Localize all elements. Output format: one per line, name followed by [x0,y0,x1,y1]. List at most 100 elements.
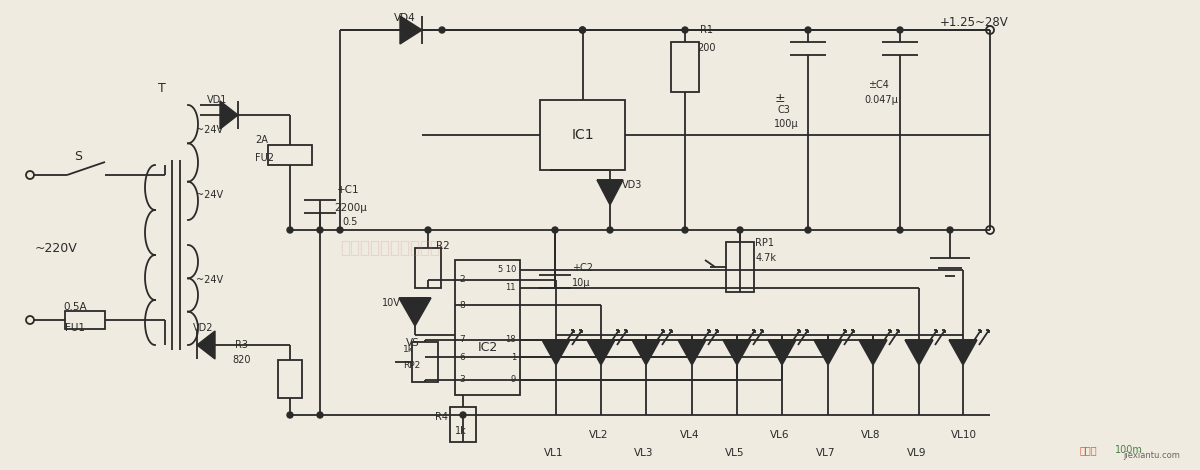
Polygon shape [197,331,215,359]
Text: VL7: VL7 [816,448,835,458]
Polygon shape [542,340,570,365]
Bar [455,260,520,395]
Text: VL6: VL6 [770,430,790,440]
Circle shape [737,227,743,233]
Text: ~24V: ~24V [196,190,223,200]
Polygon shape [220,101,238,129]
Bar [412,342,438,382]
Circle shape [805,227,811,233]
Text: 2: 2 [458,275,464,284]
Text: 2A: 2A [256,135,268,145]
Text: 0.5: 0.5 [342,217,358,227]
Circle shape [682,27,688,33]
Circle shape [947,227,953,233]
Text: jiexiantu.com: jiexiantu.com [1123,451,1180,460]
Text: +C1: +C1 [337,185,360,195]
Text: VD1: VD1 [208,95,227,105]
Polygon shape [598,180,623,205]
Text: R2: R2 [436,241,450,251]
Text: FU1: FU1 [65,323,85,333]
Polygon shape [949,340,977,365]
Text: IC2: IC2 [478,341,498,354]
Text: 3: 3 [458,376,464,384]
Text: 10μ: 10μ [572,278,590,288]
Text: 5 10: 5 10 [498,266,516,274]
Circle shape [552,227,558,233]
Text: VL9: VL9 [907,448,926,458]
Text: ~220V: ~220V [35,242,78,254]
Circle shape [439,27,445,33]
Text: 18: 18 [505,336,516,345]
Polygon shape [400,16,422,44]
Text: ~24V: ~24V [196,275,223,285]
Polygon shape [678,340,706,365]
Text: 2200μ: 2200μ [334,203,367,213]
Circle shape [337,227,343,233]
Text: VL2: VL2 [589,430,608,440]
Circle shape [317,412,323,418]
Text: FU2: FU2 [256,153,274,163]
Polygon shape [768,340,796,365]
Text: 200: 200 [697,43,715,53]
Polygon shape [905,340,934,365]
Circle shape [460,412,466,418]
Circle shape [898,27,904,33]
Text: 820: 820 [232,355,251,365]
Bar [415,248,442,288]
Polygon shape [587,340,616,365]
Bar [671,42,698,92]
Text: T: T [158,81,166,94]
Text: VS: VS [406,338,420,348]
Text: IC1: IC1 [571,128,594,142]
Polygon shape [722,340,751,365]
Bar [268,145,312,165]
Text: ±: ± [775,92,786,104]
Text: VL5: VL5 [725,448,744,458]
Text: 1k: 1k [403,345,414,354]
Text: 1k: 1k [455,426,467,436]
Text: +C2: +C2 [572,263,593,273]
Text: 0.5A: 0.5A [64,302,86,312]
Text: VL3: VL3 [634,448,654,458]
Text: S: S [74,149,82,163]
Text: R4: R4 [436,412,448,422]
Circle shape [425,227,431,233]
Bar [726,242,754,292]
Text: VD3: VD3 [622,180,642,190]
Circle shape [682,227,688,233]
Text: VL8: VL8 [862,430,881,440]
Text: ±C4: ±C4 [868,80,889,90]
Bar [65,311,106,329]
Circle shape [580,27,586,33]
Text: VD2: VD2 [193,323,214,333]
Text: RP1: RP1 [755,238,774,248]
Polygon shape [814,340,842,365]
Text: +1.25~28V: +1.25~28V [940,16,1009,29]
Text: 1: 1 [511,352,516,361]
Text: 杭州出睿科技有限公司: 杭州出睿科技有限公司 [340,239,440,257]
Text: 11: 11 [505,283,516,292]
Text: 6: 6 [458,352,464,361]
Text: ~24V: ~24V [196,125,223,135]
Text: VL10: VL10 [952,430,977,440]
Circle shape [607,227,613,233]
Bar [450,407,476,442]
Text: 100m: 100m [1115,445,1142,455]
Text: VL4: VL4 [680,430,700,440]
Text: 9: 9 [511,376,516,384]
Text: 10V: 10V [382,298,401,308]
Circle shape [898,227,904,233]
Circle shape [287,412,293,418]
Polygon shape [859,340,887,365]
Text: RP2: RP2 [403,360,420,369]
Text: 0.047μ: 0.047μ [864,95,898,105]
Bar [278,360,302,398]
Circle shape [805,27,811,33]
Text: VL1: VL1 [544,448,564,458]
Text: 100μ: 100μ [774,119,799,129]
Text: C3: C3 [778,105,790,115]
Text: R3: R3 [235,340,248,350]
Text: 桂花图: 桂花图 [1080,445,1098,455]
Text: 4.7k: 4.7k [756,253,778,263]
Text: R1: R1 [700,25,713,35]
